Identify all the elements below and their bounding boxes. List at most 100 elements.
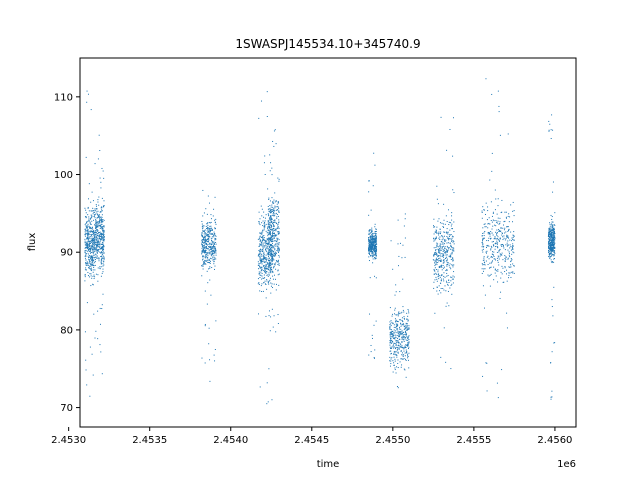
data-point (95, 234, 97, 236)
data-point (201, 242, 203, 244)
data-point (553, 240, 555, 242)
data-point (443, 245, 445, 247)
data-point (99, 237, 101, 239)
data-point (394, 358, 396, 360)
data-point (405, 329, 407, 331)
data-point (551, 248, 553, 250)
data-point (400, 334, 402, 336)
data-point (204, 232, 206, 234)
data-point (99, 248, 101, 250)
data-point (269, 243, 271, 245)
data-point (208, 327, 210, 329)
data-point (271, 270, 273, 272)
data-point (103, 246, 105, 248)
data-point (446, 236, 448, 238)
data-point (263, 239, 265, 241)
data-point (370, 237, 372, 239)
data-point (399, 361, 401, 363)
data-point (507, 235, 509, 237)
data-point (88, 183, 90, 185)
data-point (446, 242, 448, 244)
data-point (450, 280, 452, 282)
data-point (88, 253, 90, 255)
data-point (95, 243, 97, 245)
data-point (551, 390, 553, 392)
data-point (375, 229, 377, 231)
data-point (202, 236, 204, 238)
data-point (552, 239, 553, 241)
data-point (487, 264, 489, 266)
data-point (389, 336, 391, 338)
data-point (490, 245, 492, 247)
data-point (90, 201, 92, 203)
data-point (369, 241, 371, 243)
data-point (92, 239, 94, 241)
data-point (102, 268, 104, 270)
data-point (369, 248, 371, 250)
data-point (434, 270, 436, 272)
data-point (450, 368, 452, 370)
data-point (500, 277, 502, 279)
data-point (505, 256, 507, 258)
data-point (258, 117, 260, 119)
data-point (210, 251, 212, 253)
data-point (215, 248, 217, 250)
data-point (103, 258, 105, 260)
data-point (89, 241, 91, 243)
data-point (397, 346, 399, 348)
data-point (408, 352, 410, 354)
data-point (375, 251, 377, 253)
data-point (497, 205, 499, 207)
data-point (512, 236, 514, 238)
data-point (260, 260, 262, 262)
data-point (95, 222, 97, 224)
data-point (482, 232, 484, 234)
data-point (487, 223, 489, 225)
data-point (499, 297, 501, 299)
data-point (374, 258, 376, 260)
data-point (375, 252, 377, 254)
data-point (99, 238, 101, 240)
data-point (447, 237, 449, 239)
data-point (261, 266, 263, 268)
data-point (553, 235, 555, 237)
data-point (97, 238, 99, 240)
data-point (270, 264, 272, 266)
data-point (102, 263, 104, 265)
data-point (202, 242, 204, 244)
data-point (401, 364, 403, 366)
data-point (400, 332, 402, 334)
data-point (552, 181, 554, 183)
data-point (375, 320, 377, 322)
data-point (99, 221, 101, 223)
data-point (371, 243, 373, 245)
data-point (506, 226, 508, 228)
data-point (407, 353, 409, 355)
data-point (270, 220, 272, 222)
data-point (439, 265, 441, 267)
data-point (552, 249, 554, 251)
data-point (270, 249, 272, 251)
data-points (84, 78, 556, 405)
data-point (267, 266, 269, 268)
data-point (446, 264, 448, 266)
data-point (448, 248, 450, 250)
data-point (399, 331, 401, 333)
data-point (84, 233, 86, 235)
data-point (549, 241, 551, 243)
data-point (438, 285, 440, 287)
data-point (88, 210, 90, 212)
data-point (259, 272, 261, 274)
data-point (549, 229, 551, 231)
data-point (94, 264, 96, 266)
data-point (259, 256, 261, 258)
data-point (438, 278, 440, 280)
data-point (259, 245, 261, 247)
data-point (103, 225, 105, 227)
data-point (489, 274, 491, 276)
data-point (89, 240, 91, 242)
data-point (102, 233, 104, 235)
data-point (395, 284, 397, 286)
data-point (551, 239, 553, 241)
data-point (507, 258, 509, 260)
